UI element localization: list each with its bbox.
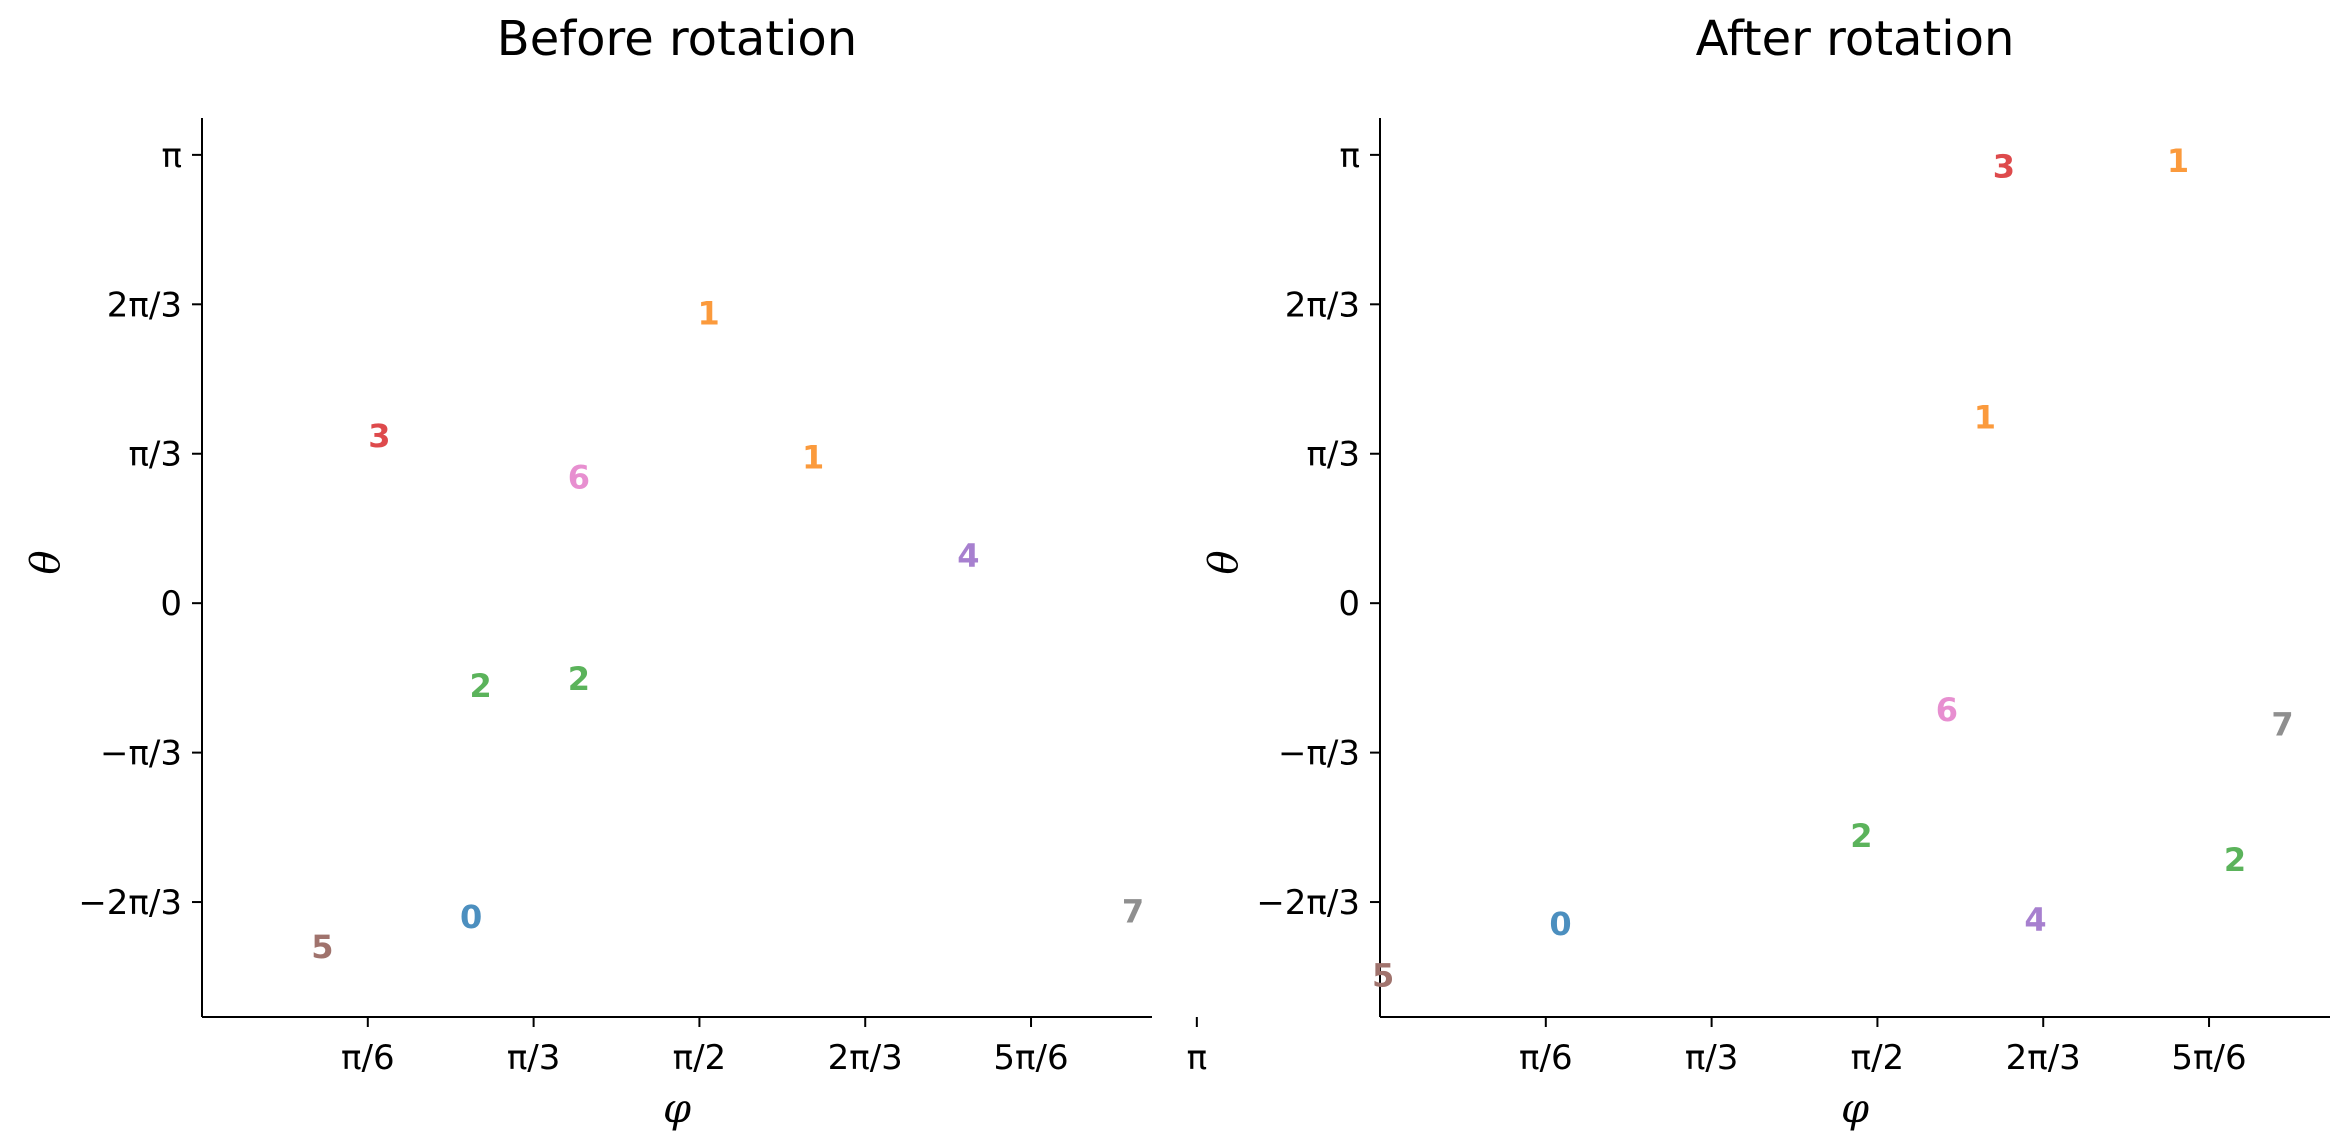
data-point-label: 6 — [1936, 691, 1958, 729]
data-point-label: 1 — [802, 439, 824, 477]
x-axis-label: φ — [663, 1086, 691, 1132]
x-tick-label: π/3 — [1685, 1038, 1739, 1078]
x-tick-label: 2π/3 — [828, 1038, 903, 1078]
y-tick-label: 0 — [160, 584, 182, 624]
y-tick-label: −π/3 — [100, 734, 182, 774]
data-point-label: 1 — [1974, 399, 1996, 437]
y-tick-label: π — [1340, 136, 1360, 176]
x-axis-label: φ — [1841, 1086, 1869, 1132]
chart-after-rotation: After rotationπ/6π/3π/22π/35π/6π−2π/3−π/… — [1201, 11, 2330, 1132]
data-point-label: 3 — [1993, 148, 2015, 186]
x-tick-label: π/2 — [1851, 1038, 1905, 1078]
x-tick-label: π/2 — [673, 1038, 727, 1078]
chart-title: Before rotation — [497, 11, 857, 67]
y-tick-label: −π/3 — [1278, 734, 1360, 774]
data-point-label: 1 — [2167, 142, 2189, 180]
y-tick-label: π — [162, 136, 182, 176]
data-point-label: 7 — [2271, 705, 2293, 743]
chart-title: After rotation — [1696, 11, 2015, 67]
y-tick-label: π/3 — [1306, 435, 1360, 475]
data-point-label: 2 — [2224, 841, 2246, 879]
data-point-label: 4 — [957, 537, 979, 575]
x-tick-label: 5π/6 — [2171, 1038, 2246, 1078]
x-tick-label: 5π/6 — [993, 1038, 1068, 1078]
data-point-label: 6 — [568, 459, 590, 497]
data-point-label: 0 — [460, 898, 482, 936]
x-tick-label: π — [1187, 1038, 1207, 1078]
data-point-label: 4 — [2024, 901, 2046, 939]
data-point-label: 1 — [698, 294, 720, 332]
x-tick-label: π/6 — [1519, 1038, 1573, 1078]
y-tick-label: 0 — [1338, 584, 1360, 624]
y-tick-label: −2π/3 — [78, 883, 182, 923]
x-tick-label: π/3 — [507, 1038, 561, 1078]
y-tick-label: 2π/3 — [1285, 285, 1360, 325]
data-point-label: 2 — [470, 667, 492, 705]
data-point-label: 2 — [1850, 817, 1872, 855]
data-point-label: 3 — [368, 417, 390, 455]
y-tick-label: −2π/3 — [1256, 883, 1360, 923]
data-point-label: 5 — [311, 928, 333, 966]
y-axis-label: θ — [1201, 550, 1247, 574]
y-axis-label: θ — [23, 550, 69, 574]
x-tick-label: π/6 — [341, 1038, 395, 1078]
y-tick-label: π/3 — [128, 435, 182, 475]
data-point-label: 7 — [1122, 892, 1144, 930]
data-point-label: 0 — [1549, 905, 1571, 943]
data-point-label: 5 — [1372, 957, 1394, 995]
y-tick-label: 2π/3 — [107, 285, 182, 325]
data-point-label: 2 — [568, 660, 590, 698]
x-tick-label: 2π/3 — [2006, 1038, 2081, 1078]
